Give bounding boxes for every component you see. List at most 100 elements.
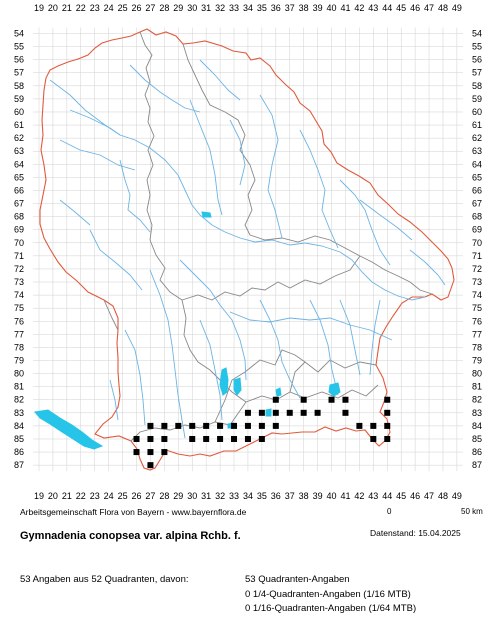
x-axis-label: 28 <box>159 3 169 13</box>
occurrence-marker <box>342 409 349 416</box>
occurrence-marker <box>272 422 279 429</box>
x-axis-label: 30 <box>187 3 197 13</box>
y-axis-label: 65 <box>472 172 482 182</box>
occurrence-marker <box>244 422 251 429</box>
y-axis-label: 84 <box>14 421 24 431</box>
x-axis-label: 19 <box>34 491 44 500</box>
species-title: Gymnadenia conopsea var. alpina Rchb. f. <box>20 530 241 542</box>
y-axis-label: 62 <box>472 133 482 143</box>
occurrence-marker <box>203 435 210 442</box>
occurrence-marker <box>258 422 265 429</box>
occurrence-marker <box>231 422 238 429</box>
map-grid <box>33 27 463 472</box>
y-axis-label: 85 <box>14 434 24 444</box>
distribution-map: 19 20 21 22 23 24 25 26 27 28 29 30 31 32 33 34 35 36 37 38… <box>14 3 482 500</box>
y-axis-label: 58 <box>472 81 482 91</box>
occurrence-marker <box>161 435 168 442</box>
occurrence-marker <box>356 422 363 429</box>
y-axis-label: 57 <box>472 68 482 78</box>
y-axis-label: 68 <box>472 212 482 222</box>
x-axis-label: 37 <box>285 3 295 13</box>
y-axis-label: 81 <box>472 382 482 392</box>
y-axis-label: 59 <box>472 94 482 104</box>
occurrence-marker <box>286 409 293 416</box>
x-axis-label: 43 <box>368 491 378 500</box>
y-axis-label: 76 <box>14 316 24 326</box>
x-axis-label: 29 <box>173 491 183 500</box>
stats-quarter-quadrant: 0 1/4-Quadranten-Angaben (1/16 MTB) <box>245 589 411 600</box>
y-axis-label: 62 <box>14 133 24 143</box>
y-axis-label: 65 <box>14 172 24 182</box>
stats-summary: 53 Angaben aus 52 Quadranten, davon: <box>20 574 189 585</box>
x-axis-label: 20 <box>48 491 58 500</box>
occurrence-marker <box>133 449 140 456</box>
x-axis-label: 36 <box>271 3 281 13</box>
y-axis-label: 64 <box>472 159 482 169</box>
occurrence-marker <box>384 422 391 429</box>
occurrence-marker <box>272 396 279 403</box>
occurrence-marker <box>203 422 210 429</box>
x-axis-label: 30 <box>187 491 197 500</box>
y-axis-label: 78 <box>472 342 482 352</box>
y-axis-label: 83 <box>472 408 482 418</box>
x-axis-label: 48 <box>438 491 448 500</box>
x-axis-label: 37 <box>285 491 295 500</box>
x-axis-label: 36 <box>271 491 281 500</box>
x-axis-label: 22 <box>76 491 86 500</box>
x-axis-label: 47 <box>424 491 434 500</box>
x-axis-label: 24 <box>104 491 114 500</box>
x-axis-label: 39 <box>313 3 323 13</box>
x-axis-label: 48 <box>438 3 448 13</box>
x-axis-label: 45 <box>396 491 406 500</box>
y-axis-label: 60 <box>14 107 24 117</box>
x-axis-label: 44 <box>382 3 392 13</box>
y-axis-label: 85 <box>472 434 482 444</box>
y-axis-label: 71 <box>472 251 482 261</box>
y-axis-label: 66 <box>472 185 482 195</box>
x-axis-label: 31 <box>201 491 211 500</box>
x-axis-labels-bottom: 19 20 21 22 23 24 25 26 27 28 29 30 31 32 33 34 35 36 37 38… <box>34 491 462 500</box>
x-axis-label: 41 <box>340 491 350 500</box>
y-axis-label: 54 <box>14 29 24 39</box>
y-axis-label: 54 <box>472 29 482 39</box>
x-axis-label: 20 <box>48 3 58 13</box>
y-axis-label: 75 <box>14 303 24 313</box>
x-axis-label: 39 <box>313 491 323 500</box>
x-axis-label: 25 <box>118 491 128 500</box>
y-axis-label: 63 <box>472 146 482 156</box>
y-axis-labels-left: 54 55 56 57 58 59 60 61 62 63 64 65 66 67 68 69 70 71 72 73… <box>14 29 24 471</box>
occurrence-marker <box>161 449 168 456</box>
x-axis-label: 46 <box>410 491 420 500</box>
y-axis-label: 83 <box>14 408 24 418</box>
x-axis-label: 44 <box>382 491 392 500</box>
y-axis-label: 66 <box>14 185 24 195</box>
occurrence-marker <box>370 435 377 442</box>
y-axis-label: 74 <box>472 290 482 300</box>
occurrence-marker <box>258 435 265 442</box>
y-axis-label: 87 <box>472 460 482 470</box>
y-axis-label: 68 <box>14 212 24 222</box>
x-axis-label: 26 <box>132 3 142 13</box>
x-axis-label: 22 <box>76 3 86 13</box>
x-axis-label: 32 <box>215 3 225 13</box>
occurrence-marker <box>189 422 196 429</box>
x-axis-label: 38 <box>299 3 309 13</box>
x-axis-label: 45 <box>396 3 406 13</box>
occurrence-marker <box>244 409 251 416</box>
y-axis-label: 80 <box>14 369 24 379</box>
occurrence-marker <box>217 422 224 429</box>
x-axis-label: 38 <box>299 491 309 500</box>
y-axis-label: 72 <box>14 264 24 274</box>
x-axis-label: 29 <box>173 3 183 13</box>
y-axis-label: 64 <box>14 159 24 169</box>
x-axis-label: 27 <box>145 491 155 500</box>
occurrence-marker <box>328 396 335 403</box>
y-axis-label: 87 <box>14 460 24 470</box>
y-axis-label: 77 <box>472 329 482 339</box>
occurrence-marker <box>342 396 349 403</box>
y-axis-labels-right: 54 55 56 57 58 59 60 61 62 63 64 65 66 67 68 69 70 71 72 73… <box>472 29 482 471</box>
y-axis-label: 86 <box>14 447 24 457</box>
occurrence-marker <box>384 396 391 403</box>
x-axis-label: 27 <box>145 3 155 13</box>
occurrence-marker <box>384 409 391 416</box>
